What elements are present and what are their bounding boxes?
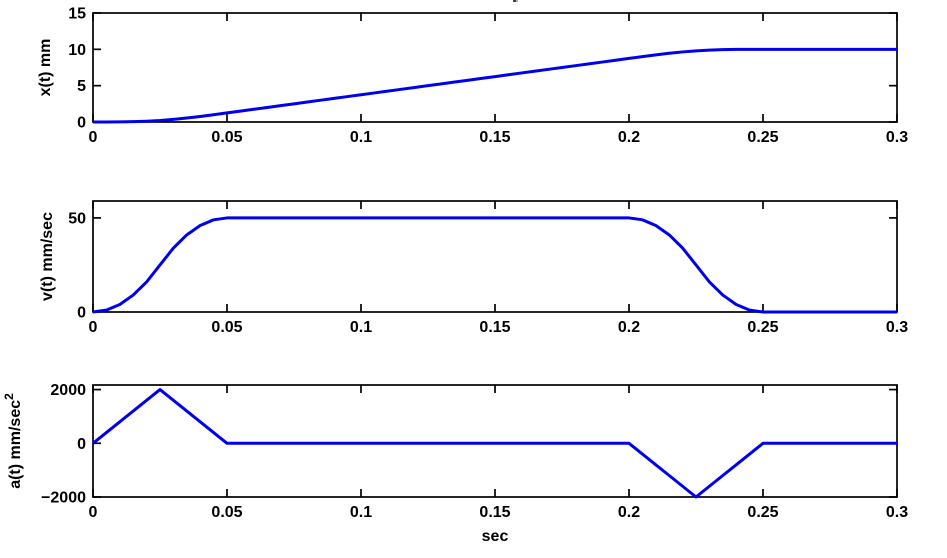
x-tick-label: 0.1 [350, 319, 372, 336]
y-tick-label: 2000 [50, 382, 86, 399]
y-tick-label: 15 [68, 6, 86, 23]
x-tick-label: 0.2 [618, 129, 640, 146]
y-tick-label: 10 [68, 42, 86, 59]
clipped-title-fragment [513, 0, 518, 2]
x-tick-label: 0.15 [479, 319, 510, 336]
y-axis-label: x(t) mm [37, 39, 54, 97]
y-axis-label: a(t) mm/sec2 [2, 393, 24, 489]
y-tick-label: −2000 [41, 490, 86, 507]
y-tick-label: 0 [77, 305, 86, 322]
curve-acceleration [92, 388, 897, 499]
subplot-velocity: 0 0.05 0.1 0.15 0.2 0.25 0.3 0 50 v(t) mm/sec [39, 200, 908, 336]
x-tick-label: 0.15 [479, 504, 510, 521]
x-tick-label: 0 [89, 129, 98, 146]
x-tick-label: 0.2 [618, 319, 640, 336]
y-axis-label: v(t) mm/sec [39, 212, 56, 301]
x-tick-label: 0.25 [747, 504, 778, 521]
y-tick-label: 50 [68, 210, 86, 227]
y-tick-label: 0 [77, 436, 86, 453]
x-tick-label: 0.1 [350, 129, 372, 146]
x-tick-label: 0.05 [211, 129, 242, 146]
x-tick-label: 0.1 [350, 504, 372, 521]
x-tick-label: 0.3 [886, 129, 908, 146]
curve-position [92, 47, 897, 124]
x-tick-label: 0 [89, 504, 98, 521]
x-tick-label: 0.25 [747, 129, 778, 146]
x-axis-label: sec [482, 528, 509, 545]
x-tick-label: 0.15 [479, 129, 510, 146]
x-tick-label: 0.05 [211, 504, 242, 521]
x-tick-label: 0.2 [618, 504, 640, 521]
y-tick-label: 5 [77, 78, 86, 95]
curve-velocity [92, 216, 897, 314]
x-tick-label: 0.25 [747, 319, 778, 336]
x-tick-label: 0 [89, 319, 98, 336]
y-tick-label: 0 [77, 115, 86, 132]
x-tick-label: 0.05 [211, 319, 242, 336]
subplot-position: 0 0.05 0.1 0.15 0.2 0.25 0.3 0 5 10 15 x(t) mm [37, 6, 908, 147]
x-tick-label: 0.3 [886, 504, 908, 521]
x-tick-label: 0.3 [886, 319, 908, 336]
